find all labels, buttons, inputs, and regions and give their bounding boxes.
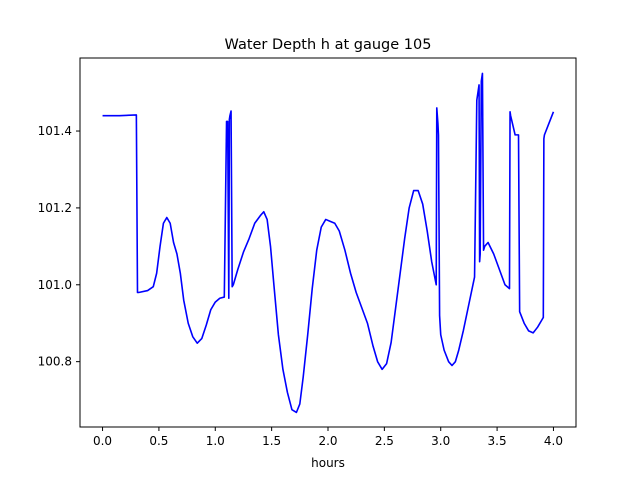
y-tick-label: 101.4 <box>38 124 72 138</box>
x-tick-label: 3.0 <box>431 434 450 448</box>
x-tick-label: 2.0 <box>318 434 337 448</box>
series-line <box>102 72 555 414</box>
y-axis: 100.8 101.0 101.2 101.4 <box>38 124 80 369</box>
x-tick-label: 2.5 <box>375 434 394 448</box>
chart-title: Water Depth h at gauge 105 <box>225 37 432 53</box>
x-tick-label: 0.0 <box>93 434 112 448</box>
x-tick-label: 1.0 <box>206 434 225 448</box>
series-layer <box>102 72 555 414</box>
y-tick-label: 101.0 <box>38 278 72 292</box>
y-tick-label: 100.8 <box>38 355 72 369</box>
x-tick-label: 4.0 <box>544 434 563 448</box>
y-tick-label: 101.2 <box>38 201 72 215</box>
x-tick-label: 3.5 <box>488 434 507 448</box>
x-axis-label: hours <box>311 456 345 470</box>
x-tick-label: 0.5 <box>149 434 168 448</box>
x-tick-label: 1.5 <box>262 434 281 448</box>
x-axis: 0.0 0.5 1.0 1.5 2.0 2.5 3.0 3.5 4.0 <box>93 427 563 448</box>
